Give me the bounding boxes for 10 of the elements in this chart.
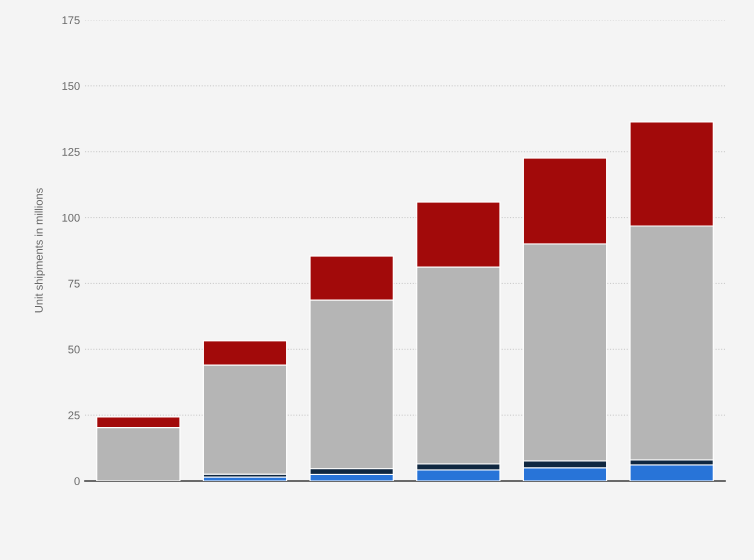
bar [630,464,714,481]
y-axis-title: Unit shipments in millions [34,188,45,312]
y-tick-label: 150 [62,82,80,90]
y-tick-label: 0 [74,477,80,486]
y-tick-label: 50 [68,346,80,354]
y-tick-label: 100 [62,214,80,222]
y-tick-label: 75 [68,280,80,288]
y-tick-label: 125 [62,148,80,156]
y-tick-label: 175 [62,16,80,24]
y-tick-label: 25 [68,411,80,420]
